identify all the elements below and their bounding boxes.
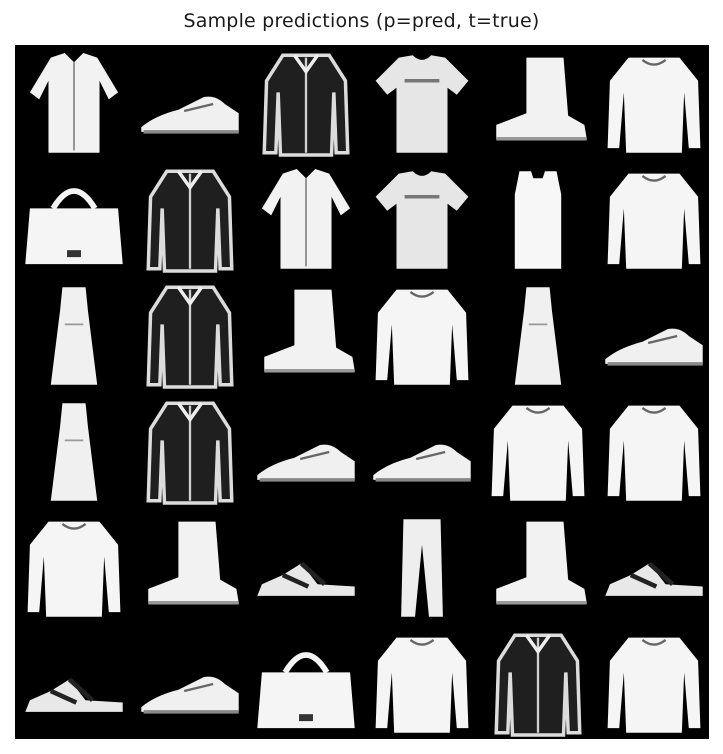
grid-image-pullover [596, 46, 712, 162]
coat-icon [146, 169, 234, 273]
grid-image-bag [248, 626, 364, 742]
grid-image-ankle-boot [480, 510, 596, 626]
grid-image-tshirt [364, 162, 480, 278]
grid-image-shirt [16, 46, 132, 162]
grid-image-sandal [248, 510, 364, 626]
coat-icon [262, 53, 350, 157]
pullover-icon [607, 405, 701, 501]
grid-image-dress [16, 394, 132, 510]
shirt-icon [29, 52, 119, 153]
sandal-icon [257, 561, 355, 596]
grid-image-coat [132, 162, 248, 278]
grid-image-sandal [16, 626, 132, 742]
grid-image-sneaker [596, 278, 712, 394]
image-grid [15, 45, 709, 739]
figure-title: Sample predictions (p=pred, t=true) [183, 10, 540, 32]
dress-icon [514, 287, 562, 385]
grid-image-dress [480, 278, 596, 394]
ankle-boot-icon [496, 521, 587, 605]
grid-image-sneaker [364, 394, 480, 510]
grid-image-sneaker [132, 46, 248, 162]
grid-image-pullover [480, 394, 596, 510]
sneaker-icon [141, 96, 239, 134]
grid-image-bag [16, 162, 132, 278]
ankle-boot-icon [148, 521, 239, 605]
grid-image-coat [132, 394, 248, 510]
coat-icon [146, 401, 234, 505]
pullover-icon [607, 637, 701, 733]
grid-image-top [480, 162, 596, 278]
grid-image-dress [16, 278, 132, 394]
dress-icon [50, 287, 98, 385]
sneaker-icon [605, 328, 703, 366]
grid-image-shirt [248, 162, 364, 278]
bag-icon [257, 652, 355, 729]
ankle-boot-icon [264, 289, 355, 373]
pullover-icon [375, 289, 469, 385]
grid-image-sandal [596, 510, 712, 626]
ankle-boot-icon [496, 57, 587, 141]
grid-image-tshirt [364, 46, 480, 162]
tshirt-icon [375, 55, 469, 153]
grid-image-pullover [364, 278, 480, 394]
bag-icon [25, 188, 123, 265]
tshirt-icon [375, 171, 469, 269]
coat-icon [146, 285, 234, 389]
grid-image-ankle-boot [132, 510, 248, 626]
trouser-icon [401, 519, 443, 617]
grid-image-coat [480, 626, 596, 742]
coat-icon [494, 633, 582, 737]
grid-image-trouser [364, 510, 480, 626]
sneaker-icon [373, 444, 471, 482]
grid-image-sneaker [248, 394, 364, 510]
pullover-icon [491, 405, 585, 501]
grid-image-pullover [596, 394, 712, 510]
pullover-icon [27, 521, 121, 617]
grid-image-pullover [16, 510, 132, 626]
pullover-icon [607, 57, 701, 153]
grid-image-ankle-boot [480, 46, 596, 162]
grid-image-coat [132, 278, 248, 394]
sandal-icon [605, 561, 703, 596]
sandal-icon [25, 677, 123, 712]
pullover-icon [375, 637, 469, 733]
grid-image-ankle-boot [248, 278, 364, 394]
grid-image-coat [248, 46, 364, 162]
sneaker-icon [257, 444, 355, 482]
pullover-icon [607, 173, 701, 269]
grid-image-sneaker [132, 626, 248, 742]
shirt-icon [261, 168, 351, 269]
dress-icon [50, 403, 98, 501]
sneaker-icon [141, 676, 239, 714]
grid-image-pullover [596, 162, 712, 278]
grid-image-pullover [596, 626, 712, 742]
grid-image-pullover [364, 626, 480, 742]
top-icon [514, 171, 562, 269]
